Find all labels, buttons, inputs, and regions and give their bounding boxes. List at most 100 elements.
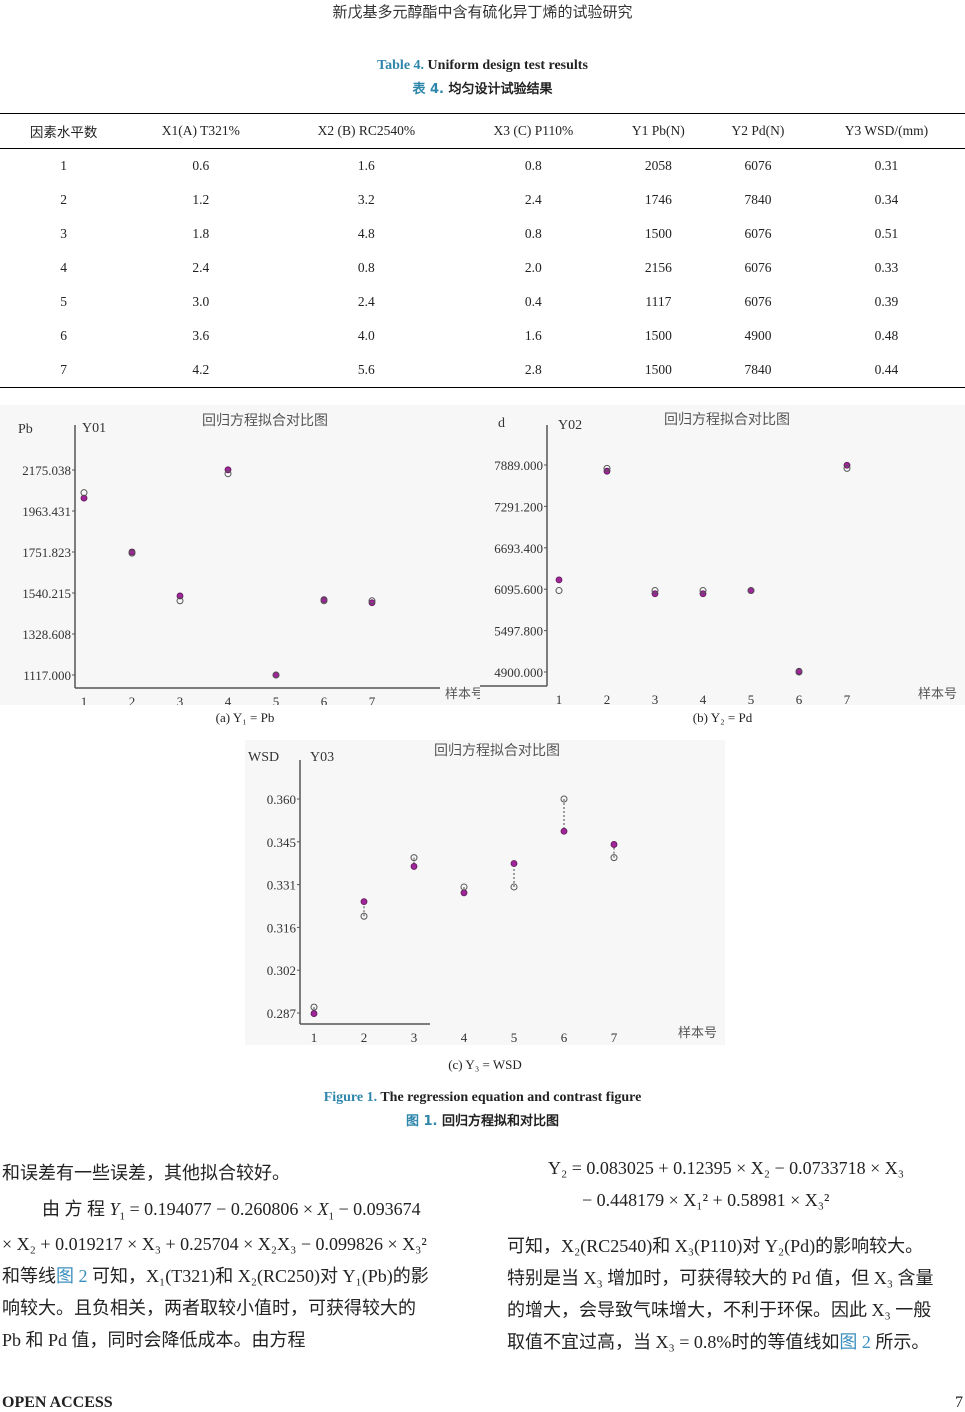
table-cell: 1500 bbox=[644, 226, 672, 241]
chart-b-caption: (b) Y₂ = Pd bbox=[692, 710, 753, 725]
observed-point bbox=[176, 597, 184, 605]
table-cell: 3.0 bbox=[192, 294, 210, 309]
table-cell: 5.6 bbox=[357, 362, 375, 377]
table-cell: 7840 bbox=[744, 192, 772, 207]
figure-caption-en: Figure 1. The regression equation and co… bbox=[323, 1090, 642, 1105]
y-tick-label: 0.316 bbox=[267, 920, 297, 935]
observed-point bbox=[360, 912, 368, 920]
equation-y1-cont: × X₂ + 0.019217 × X₃ + 0.25704 × X₂X₃ − … bbox=[2, 1234, 427, 1254]
x-tick-label: 7 bbox=[844, 692, 851, 705]
series-label: Y01 bbox=[82, 421, 106, 436]
figure-2-link[interactable]: 图 2 bbox=[839, 1332, 871, 1352]
observed-point bbox=[410, 854, 418, 862]
table-cell: 6076 bbox=[744, 260, 772, 275]
observed-point bbox=[224, 470, 232, 478]
x-tick-label: 5 bbox=[511, 1030, 518, 1045]
page-number: 7 bbox=[955, 1394, 963, 1411]
x-tick-label: 1 bbox=[81, 694, 88, 705]
y-tick-label: 0.287 bbox=[267, 1006, 297, 1021]
equation-y2-cont: − 0.448179 × X₁² + 0.58981 × X₃² bbox=[582, 1190, 830, 1210]
y-tick-label: 0.360 bbox=[267, 792, 296, 807]
running-title: 新戊基多元醇酯中含有硫化异丁烯的试验研究 bbox=[332, 3, 633, 21]
figure-caption-zh: 图 1. 回归方程拟和对比图 bbox=[405, 1114, 560, 1129]
observed-point bbox=[651, 587, 659, 595]
table-cell: 1 bbox=[60, 158, 67, 173]
fitted-point bbox=[555, 576, 563, 584]
observed-point bbox=[843, 464, 851, 472]
table-cell: 0.33 bbox=[874, 260, 899, 275]
y-tick-label: 0.345 bbox=[267, 835, 296, 850]
table-cell: 0.39 bbox=[874, 294, 899, 309]
observed-point bbox=[320, 597, 328, 605]
table-row: 2 1.2 3.2 2.4 1746 7840 0.34 bbox=[0, 183, 965, 217]
table-cell: 0.8 bbox=[357, 260, 375, 275]
y-axis-label: WSD bbox=[248, 750, 279, 765]
table-cell: 2.4 bbox=[192, 260, 210, 275]
y-tick-label: 7889.000 bbox=[494, 458, 543, 473]
observed-point bbox=[560, 795, 568, 803]
body-line: 的增大，会导致气味增大，不利于环保。因此 X₃ 一般 bbox=[507, 1300, 932, 1320]
x-tick-label: 6 bbox=[561, 1030, 568, 1045]
observed-point bbox=[610, 854, 618, 862]
column-header: 因素水平数 bbox=[29, 125, 98, 140]
y-tick-label: 1328.608 bbox=[22, 627, 71, 642]
table-cell: 2.4 bbox=[524, 192, 542, 207]
table-row: 5 3.0 2.4 0.4 1117 6076 0.39 bbox=[0, 285, 965, 319]
table-cell: 0.8 bbox=[524, 226, 542, 241]
chart-c-caption: (c) Y₃ = WSD bbox=[448, 1057, 522, 1072]
table-cell: 1746 bbox=[644, 192, 672, 207]
x-tick-label: 4 bbox=[700, 692, 707, 705]
table-cell: 1.8 bbox=[192, 226, 210, 241]
table-cell: 1500 bbox=[644, 328, 672, 343]
column-header: X1(A) T321% bbox=[161, 123, 240, 138]
chart-a-caption: (a) Y₁ = Pb bbox=[215, 710, 275, 725]
y-tick-label: 1540.215 bbox=[22, 586, 71, 601]
table-cell: 2.0 bbox=[524, 260, 542, 275]
table-cell: 6076 bbox=[744, 158, 772, 173]
table-cell: 0.51 bbox=[874, 226, 899, 241]
observed-point bbox=[460, 883, 468, 891]
observed-point bbox=[128, 549, 136, 557]
fitted-point bbox=[310, 1010, 318, 1017]
figure-2-link[interactable]: 图 2 bbox=[56, 1266, 88, 1286]
body-line: 和等线图 2 可知，X₁(T321)和 X₂(RC250)对 Y₁(Pb)的影 bbox=[2, 1266, 429, 1286]
table-cell: 6076 bbox=[744, 294, 772, 309]
column-header: X3 (C) P110% bbox=[493, 123, 574, 138]
table-cell: 4.8 bbox=[357, 226, 375, 241]
table-cell: 6 bbox=[60, 328, 67, 343]
table-cell: 0.8 bbox=[524, 158, 542, 173]
table-row: 6 3.6 4.0 1.6 1500 4900 0.48 bbox=[0, 319, 965, 353]
y-tick-label: 5497.800 bbox=[494, 624, 543, 639]
table-cell: 5 bbox=[60, 294, 67, 309]
y-tick-label: 0.331 bbox=[267, 878, 296, 893]
column-header: Y1 Pb(N) bbox=[631, 123, 685, 138]
table-cell: 6076 bbox=[744, 226, 772, 241]
x-tick-label: 2 bbox=[129, 694, 136, 705]
x-tick-label: 3 bbox=[652, 692, 659, 705]
table-cell: 0.6 bbox=[192, 158, 210, 173]
x-tick-label: 3 bbox=[177, 694, 184, 705]
table-cell: 4.2 bbox=[192, 362, 210, 377]
y-tick-label: 1963.431 bbox=[22, 504, 71, 519]
x-tick-label: 5 bbox=[273, 694, 280, 705]
x-axis-label: 样本号 bbox=[445, 687, 484, 702]
table-cell: 2.4 bbox=[357, 294, 375, 309]
observed-point bbox=[699, 587, 707, 595]
table-cell: 2058 bbox=[644, 158, 672, 173]
x-tick-label: 6 bbox=[321, 694, 328, 705]
table-cell: 1500 bbox=[644, 362, 672, 377]
table-cell: 4.0 bbox=[357, 328, 375, 343]
table-cell: 1117 bbox=[645, 294, 672, 309]
body-line: 响较大。且负相关，两者取较小值时，可获得较大的 bbox=[2, 1298, 416, 1318]
open-access-label: OPEN ACCESS bbox=[2, 1394, 113, 1411]
body-line: 和误差有一些误差，其他拟合较好。 bbox=[2, 1163, 290, 1183]
observed-point bbox=[272, 671, 280, 679]
table-row: 3 1.8 4.8 0.8 1500 6076 0.51 bbox=[0, 217, 965, 251]
x-axis-label: 样本号 bbox=[678, 1026, 717, 1041]
fitted-point bbox=[560, 827, 568, 835]
fitted-point bbox=[360, 898, 368, 906]
table-cell: 1.6 bbox=[357, 158, 375, 173]
table-row: 1 0.6 1.6 0.8 2058 6076 0.31 bbox=[0, 149, 965, 184]
column-header: Y3 WSD/(mm) bbox=[844, 123, 929, 138]
